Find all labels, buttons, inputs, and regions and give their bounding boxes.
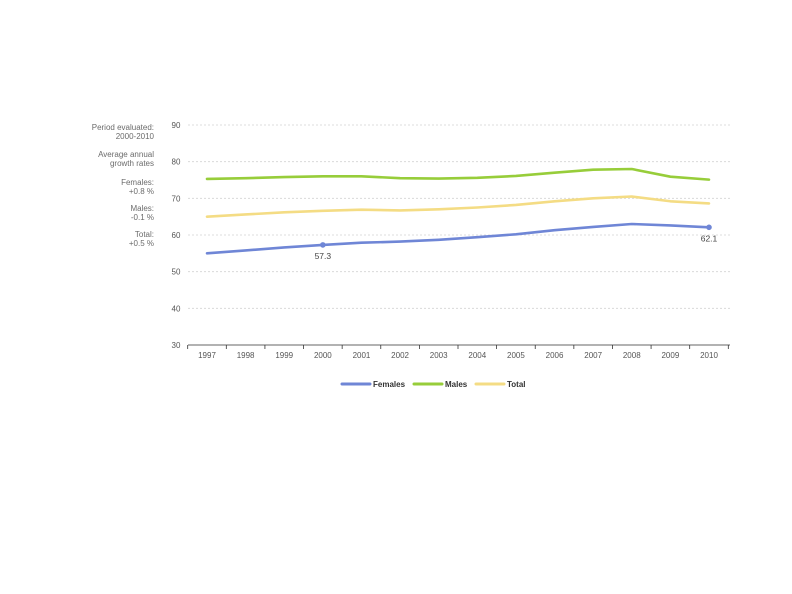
legend-label-males: Males	[445, 380, 468, 389]
x-tick-label-2002: 2002	[391, 351, 409, 360]
x-tick-label-1997: 1997	[198, 351, 216, 360]
growth-rates-label-line1: Average annual	[98, 150, 154, 159]
series-line-females	[205, 222, 711, 255]
x-tick-label-2009: 2009	[661, 351, 679, 360]
data-label-females-2000: 57.3	[315, 251, 332, 261]
legend-label-total: Total	[507, 380, 526, 389]
data-label-females-2010: 62.1	[701, 233, 718, 243]
period-evaluated-value: 2000-2010	[115, 132, 154, 141]
y-tick-label-90: 90	[172, 121, 181, 130]
x-tick-label-2005: 2005	[507, 351, 525, 360]
x-tick-label-2007: 2007	[584, 351, 602, 360]
x-tick-label-1999: 1999	[275, 351, 293, 360]
males-growth-note: Males: -0.1 %	[130, 204, 154, 222]
x-tick-label-2010: 2010	[700, 351, 718, 360]
y-tick-label-50: 50	[172, 268, 181, 277]
y-tick-label-80: 80	[172, 158, 181, 167]
males-growth-label: Males:	[130, 204, 154, 213]
legend-label-females: Females	[373, 380, 406, 389]
period-evaluated-label: Period evaluated:	[91, 123, 154, 132]
growth-rates-note: Average annual growth rates	[98, 150, 154, 168]
x-tick-label-2000: 2000	[314, 351, 332, 360]
growth-rates-label-line2: growth rates	[109, 159, 154, 168]
y-tick-label-70: 70	[172, 194, 181, 203]
x-tick-label-2006: 2006	[546, 351, 564, 360]
x-tick-label-2003: 2003	[430, 351, 448, 360]
series-line-males	[205, 167, 711, 181]
y-tick-label-60: 60	[172, 231, 181, 240]
total-growth-label: Total:	[134, 230, 154, 239]
x-tick-label-2008: 2008	[623, 351, 641, 360]
y-tick-label-30: 30	[172, 341, 181, 350]
x-tick-label-1998: 1998	[237, 351, 255, 360]
y-tick-label-40: 40	[172, 304, 181, 313]
total-growth-note: Total: +0.5 %	[129, 230, 154, 248]
x-tick-label-2001: 2001	[353, 351, 371, 360]
data-point-females-2000	[320, 242, 326, 248]
females-growth-note: Females: +0.8 %	[121, 178, 154, 196]
males-growth-value: -0.1 %	[130, 213, 154, 222]
females-growth-label: Females:	[121, 178, 154, 187]
x-tick-label-2004: 2004	[468, 351, 486, 360]
series-line-total	[205, 195, 711, 218]
total-growth-value: +0.5 %	[128, 239, 154, 248]
females-growth-value: +0.8 %	[128, 187, 154, 196]
data-point-females-2010	[706, 224, 712, 231]
period-evaluated-note: Period evaluated: 2000-2010	[92, 123, 154, 141]
